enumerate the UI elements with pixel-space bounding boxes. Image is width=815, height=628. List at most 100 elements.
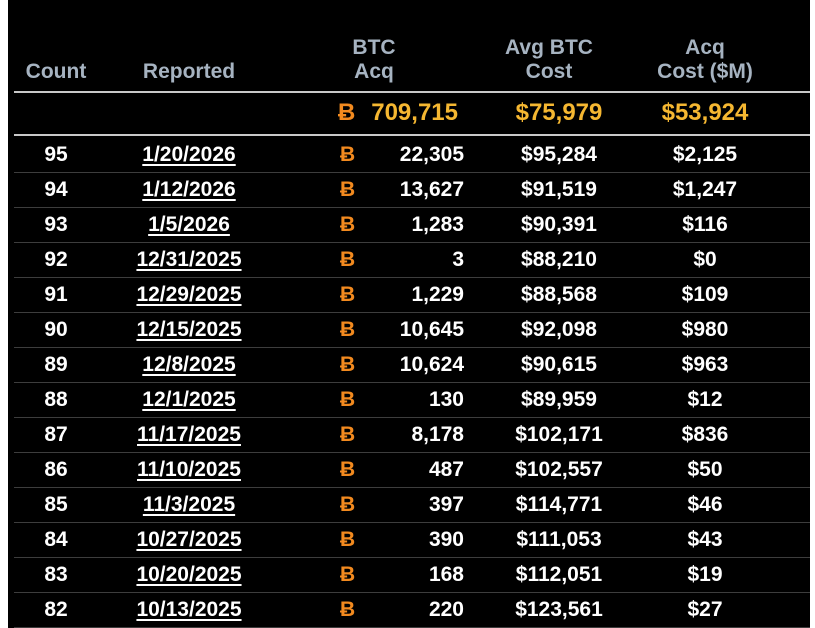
row-reported-link[interactable]: 12/1/2025 xyxy=(142,388,236,411)
row-count: 92 xyxy=(44,248,68,271)
row-reported-date[interactable]: 12/29/2025 xyxy=(94,277,284,312)
row-acq-cost: $963 xyxy=(681,353,729,376)
row-reported-link[interactable]: 1/12/2026 xyxy=(142,178,236,201)
row-reported-date[interactable]: 12/8/2025 xyxy=(94,347,284,382)
row-reported-link[interactable]: 1/5/2026 xyxy=(148,213,230,236)
table-row: 93 1/5/2026 Ƀ 1,283 $90,391 $116 xyxy=(14,207,810,243)
table-row: 88 12/1/2025 Ƀ 130 $89,959 $12 xyxy=(14,382,810,418)
row-reported-date[interactable]: 1/12/2026 xyxy=(94,172,284,207)
row-acq-cost: $109 xyxy=(681,283,729,306)
btc-icon: Ƀ xyxy=(340,353,356,376)
summary-btc-icon: Ƀ xyxy=(338,99,356,126)
row-count: 91 xyxy=(44,283,68,306)
row-acq-cost: $43 xyxy=(687,528,723,551)
row-count: 84 xyxy=(44,528,68,551)
row-reported-date[interactable]: 1/20/2026 xyxy=(94,137,284,172)
purchases-table: Count Reported BTC Acq Avg BTC Cost Acq … xyxy=(8,0,810,628)
btc-icon: Ƀ xyxy=(340,178,356,201)
row-reported-link[interactable]: 12/15/2025 xyxy=(136,318,242,341)
row-count: 95 xyxy=(44,143,68,166)
row-btc-acq: 220 xyxy=(428,598,464,621)
row-btc-acq: 1,229 xyxy=(411,283,464,306)
row-reported-link[interactable]: 10/27/2025 xyxy=(136,528,242,551)
row-reported-link[interactable]: 11/17/2025 xyxy=(137,423,241,446)
row-btc-acq: 390 xyxy=(428,528,464,551)
row-reported-date[interactable]: 10/13/2025 xyxy=(94,592,284,627)
row-count: 90 xyxy=(44,318,68,341)
row-btc-acq: 10,645 xyxy=(399,318,464,341)
btc-icon: Ƀ xyxy=(340,493,356,516)
row-reported-date[interactable]: 11/17/2025 xyxy=(94,417,284,452)
row-avg-cost: $88,568 xyxy=(521,283,597,306)
btc-icon: Ƀ xyxy=(340,248,356,271)
btc-icon: Ƀ xyxy=(340,458,356,481)
row-reported-link[interactable]: 12/8/2025 xyxy=(142,353,236,376)
row-acq-cost: $50 xyxy=(687,458,723,481)
row-btc-acq: 397 xyxy=(428,493,464,516)
row-acq-cost: $1,247 xyxy=(672,178,738,201)
row-avg-cost: $102,557 xyxy=(515,458,603,481)
table-row: 87 11/17/2025 Ƀ 8,178 $102,171 $836 xyxy=(14,417,810,453)
row-btc-acq: 8,178 xyxy=(411,423,464,446)
row-avg-cost: $91,519 xyxy=(521,178,597,201)
header-btc-acq-line2: Acq xyxy=(354,60,394,83)
row-count: 85 xyxy=(44,493,68,516)
table-row: 94 1/12/2026 Ƀ 13,627 $91,519 $1,247 xyxy=(14,172,810,208)
row-btc-acq: 1,283 xyxy=(411,213,464,236)
row-acq-cost: $2,125 xyxy=(672,143,738,166)
btc-icon: Ƀ xyxy=(340,423,356,446)
btc-icon: Ƀ xyxy=(340,318,356,341)
row-count: 86 xyxy=(44,458,68,481)
row-reported-date[interactable]: 12/31/2025 xyxy=(94,242,284,277)
header-avg-cost[interactable]: Avg BTC Cost xyxy=(474,36,624,84)
header-avg-cost-line1: Avg BTC xyxy=(505,36,593,59)
row-avg-cost: $92,098 xyxy=(521,318,597,341)
table-row: 82 10/13/2025 Ƀ 220 $123,561 $27 xyxy=(14,592,810,628)
table-row: 83 10/20/2025 Ƀ 168 $112,051 $19 xyxy=(14,557,810,593)
row-reported-link[interactable]: 12/29/2025 xyxy=(136,283,242,306)
row-avg-cost: $112,051 xyxy=(515,563,603,586)
summary-divider xyxy=(14,134,810,136)
row-reported-date[interactable]: 12/15/2025 xyxy=(94,312,284,347)
row-avg-cost: $102,171 xyxy=(515,423,603,446)
btc-icon: Ƀ xyxy=(340,388,356,411)
row-reported-date[interactable]: 10/27/2025 xyxy=(94,522,284,557)
row-reported-link[interactable]: 11/3/2025 xyxy=(142,493,236,516)
btc-icon: Ƀ xyxy=(340,528,356,551)
header-btc-acq-line1: BTC xyxy=(352,36,396,59)
btc-icon: Ƀ xyxy=(340,563,356,586)
row-reported-date[interactable]: 10/20/2025 xyxy=(94,557,284,592)
row-acq-cost: $836 xyxy=(681,423,729,446)
row-reported-link[interactable]: 12/31/2025 xyxy=(136,248,242,271)
row-reported-link[interactable]: 10/20/2025 xyxy=(136,563,242,586)
row-btc-acq: 22,305 xyxy=(399,143,464,166)
row-btc-acq: 13,627 xyxy=(399,178,464,201)
row-btc-acq: 487 xyxy=(428,458,464,481)
row-avg-cost: $88,210 xyxy=(521,248,597,271)
row-btc-acq: 168 xyxy=(428,563,464,586)
table-row: 84 10/27/2025 Ƀ 390 $111,053 $43 xyxy=(14,522,810,558)
row-reported-link[interactable]: 11/10/2025 xyxy=(137,458,241,481)
row-acq-cost: $27 xyxy=(687,598,723,621)
row-avg-cost: $111,053 xyxy=(516,528,602,551)
row-avg-cost: $90,615 xyxy=(521,353,597,376)
row-btc-acq: 10,624 xyxy=(399,353,464,376)
table-row: 89 12/8/2025 Ƀ 10,624 $90,615 $963 xyxy=(14,347,810,383)
row-reported-link[interactable]: 1/20/2026 xyxy=(142,143,236,166)
row-reported-date[interactable]: 12/1/2025 xyxy=(94,382,284,417)
row-count: 88 xyxy=(44,388,68,411)
header-acq-cost[interactable]: Acq Cost ($M) xyxy=(624,36,786,84)
row-avg-cost: $114,771 xyxy=(515,493,603,516)
row-btc-acq: 3 xyxy=(452,248,464,271)
header-btc-acq[interactable]: BTC Acq xyxy=(324,36,424,84)
table-row: 95 1/20/2026 Ƀ 22,305 $95,284 $2,125 xyxy=(14,137,810,173)
row-reported-date[interactable]: 11/10/2025 xyxy=(94,452,284,487)
header-reported[interactable]: Reported xyxy=(142,60,236,83)
row-reported-link[interactable]: 10/13/2025 xyxy=(136,598,242,621)
row-reported-date[interactable]: 11/3/2025 xyxy=(94,487,284,522)
row-reported-date[interactable]: 1/5/2026 xyxy=(94,207,284,242)
row-acq-cost: $46 xyxy=(687,493,723,516)
table-row: 86 11/10/2025 Ƀ 487 $102,557 $50 xyxy=(14,452,810,488)
header-count[interactable]: Count xyxy=(25,60,87,83)
row-acq-cost: $980 xyxy=(681,318,729,341)
